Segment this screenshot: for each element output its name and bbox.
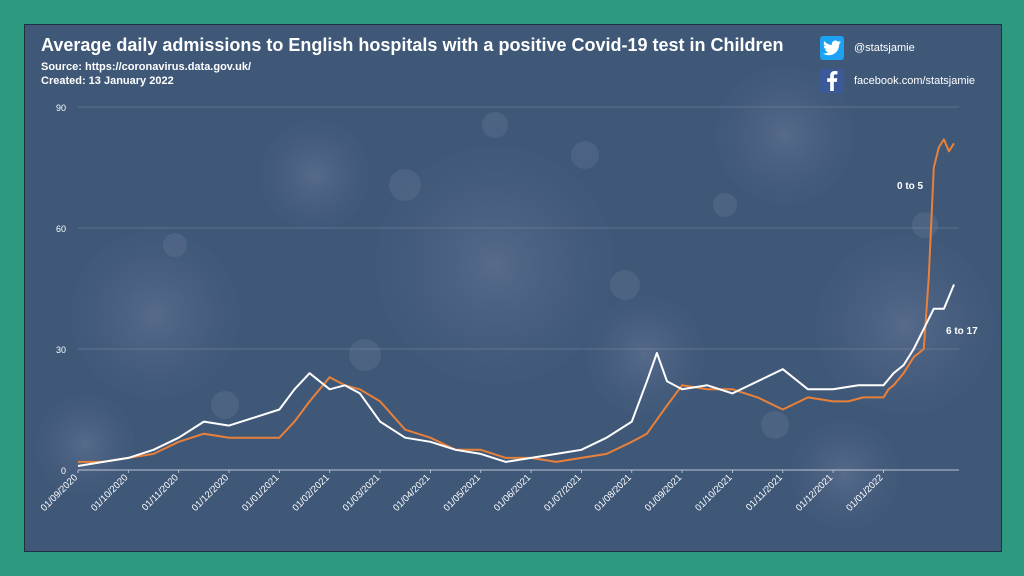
y-tick-label: 90 bbox=[56, 103, 66, 113]
source-text: Source: https://coronavirus.data.gov.uk/ bbox=[41, 61, 252, 73]
x-tick-label: 01/09/2020 bbox=[39, 472, 80, 513]
y-tick-label: 0 bbox=[61, 466, 66, 476]
x-tick-label: 01/08/2021 bbox=[592, 472, 633, 513]
series-line-6-to-17 bbox=[77, 284, 955, 467]
x-tick-label: 01/11/2020 bbox=[140, 472, 181, 513]
x-tick-label: 01/09/2021 bbox=[643, 472, 684, 513]
x-tick-label: 01/12/2021 bbox=[794, 472, 835, 513]
series-label-0-to-5: 0 to 5 bbox=[897, 181, 924, 192]
chart-frame: Average daily admissions to English hosp… bbox=[24, 24, 1002, 552]
x-tick-label: 01/10/2020 bbox=[89, 472, 130, 513]
facebook-f-icon bbox=[820, 69, 844, 93]
series-label-6-to-17: 6 to 17 bbox=[946, 326, 978, 337]
series-line-0-to-5 bbox=[78, 138, 955, 463]
x-tick-label: 01/12/2020 bbox=[190, 472, 231, 513]
y-tick-label: 30 bbox=[56, 345, 66, 355]
y-tick-label: 60 bbox=[56, 224, 66, 234]
chart-title: Average daily admissions to English hosp… bbox=[41, 35, 784, 55]
twitter-bird-icon bbox=[820, 36, 844, 60]
x-tick-label: 01/04/2021 bbox=[391, 472, 432, 513]
twitter-handle: @statsjamie bbox=[854, 42, 915, 54]
x-tick-label: 01/06/2021 bbox=[492, 472, 533, 513]
x-tick-label: 01/11/2021 bbox=[744, 472, 785, 513]
x-tick-label: 01/10/2021 bbox=[693, 472, 734, 513]
x-tick-label: 01/07/2021 bbox=[542, 472, 583, 513]
twitter-handle-link[interactable]: @statsjamie bbox=[820, 36, 915, 60]
x-tick-label: 01/02/2021 bbox=[290, 472, 331, 513]
facebook-link[interactable]: facebook.com/statsjamie bbox=[820, 69, 975, 93]
x-tick-label: 01/03/2021 bbox=[341, 472, 382, 513]
x-tick-label: 01/01/2021 bbox=[240, 472, 281, 513]
created-date: Created: 13 January 2022 bbox=[41, 75, 174, 87]
facebook-url: facebook.com/statsjamie bbox=[854, 75, 976, 87]
x-tick-label: 01/01/2022 bbox=[844, 472, 885, 513]
x-tick-label: 01/05/2021 bbox=[441, 472, 482, 513]
